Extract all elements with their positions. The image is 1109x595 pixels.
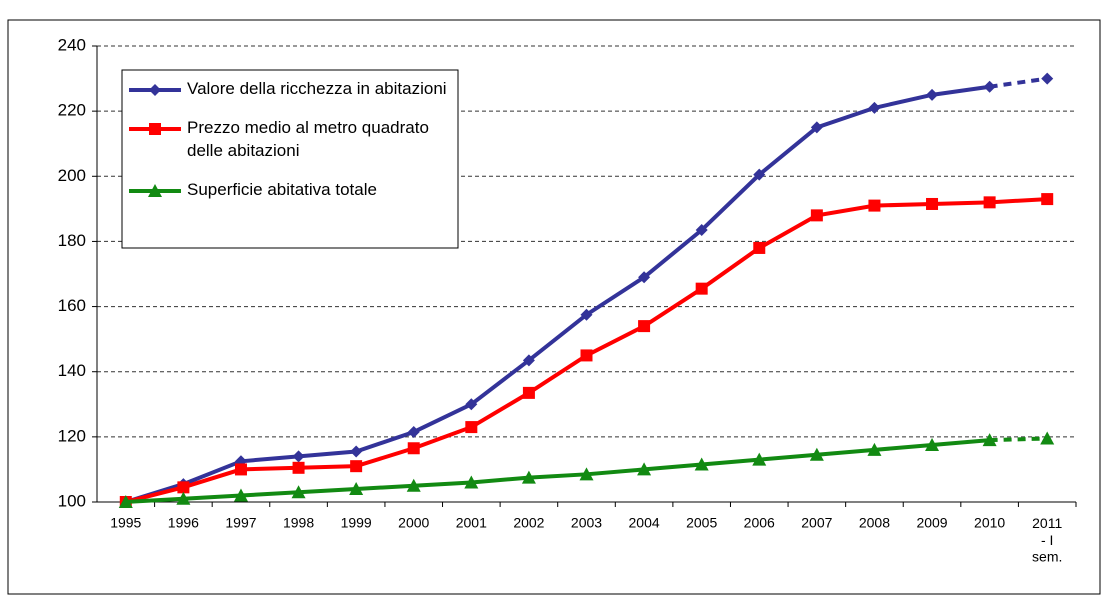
marker bbox=[638, 320, 651, 333]
marker bbox=[1041, 72, 1054, 85]
marker bbox=[234, 463, 247, 476]
series-line bbox=[125, 84, 990, 504]
x-tick-label: 2005 bbox=[686, 515, 717, 531]
marker bbox=[867, 442, 882, 456]
x-tick-label: 2000 bbox=[398, 515, 429, 531]
x-tick-label: 2002 bbox=[513, 515, 544, 531]
marker bbox=[292, 450, 305, 463]
series-line-dashed bbox=[989, 436, 1048, 443]
marker bbox=[407, 442, 420, 455]
y-tick-label: 220 bbox=[58, 101, 86, 120]
marker bbox=[522, 386, 535, 399]
marker bbox=[149, 123, 161, 135]
y-tick-label: 180 bbox=[58, 231, 86, 250]
marker bbox=[406, 478, 421, 492]
marker bbox=[983, 196, 996, 209]
legend-label: Superficie abitativa totale bbox=[187, 180, 377, 199]
marker bbox=[695, 282, 708, 295]
x-tick-label: 1995 bbox=[110, 515, 141, 531]
x-tick-label: 2009 bbox=[916, 515, 947, 531]
series-line bbox=[125, 438, 990, 504]
legend-label: Prezzo medio al metro quadrato delle abit… bbox=[187, 118, 429, 160]
marker bbox=[752, 452, 767, 466]
x-tick-label: 1999 bbox=[341, 515, 372, 531]
series-line-dashed bbox=[989, 76, 1048, 89]
x-tick-label: 2001 bbox=[456, 515, 487, 531]
legend-box bbox=[121, 69, 459, 249]
y-tick-label: 100 bbox=[58, 491, 86, 510]
marker bbox=[753, 241, 766, 254]
marker bbox=[868, 101, 881, 114]
marker bbox=[522, 354, 535, 367]
marker bbox=[465, 398, 478, 411]
marker bbox=[1041, 193, 1054, 206]
x-tick-label: 1998 bbox=[283, 515, 314, 531]
marker bbox=[695, 224, 708, 237]
marker bbox=[810, 209, 823, 222]
marker bbox=[809, 447, 824, 461]
marker bbox=[521, 470, 536, 484]
marker bbox=[149, 84, 161, 96]
marker bbox=[349, 481, 364, 495]
marker bbox=[465, 421, 478, 434]
y-tick-label: 140 bbox=[58, 361, 86, 380]
x-tick-label: 2010 bbox=[974, 515, 1005, 531]
marker bbox=[1040, 431, 1055, 445]
marker bbox=[233, 488, 248, 502]
marker bbox=[148, 184, 162, 197]
marker bbox=[638, 271, 651, 284]
x-tick-label: 2003 bbox=[571, 515, 602, 531]
marker bbox=[350, 460, 363, 473]
marker bbox=[983, 80, 996, 93]
y-tick-label: 160 bbox=[58, 296, 86, 315]
marker bbox=[580, 308, 593, 321]
marker bbox=[464, 475, 479, 489]
marker bbox=[694, 457, 709, 471]
marker bbox=[291, 485, 306, 499]
y-tick-label: 120 bbox=[58, 426, 86, 445]
marker bbox=[176, 491, 191, 505]
marker bbox=[925, 438, 940, 451]
marker bbox=[810, 121, 823, 134]
x-tick-label: 2004 bbox=[629, 515, 660, 531]
x-tick-label: 1996 bbox=[168, 515, 199, 531]
legend: Valore della ricchezza in abitazioni Prez… bbox=[121, 69, 459, 249]
marker bbox=[637, 462, 652, 476]
x-tick-label: 1997 bbox=[225, 515, 256, 531]
marker bbox=[407, 425, 420, 438]
x-tick-label: 2007 bbox=[801, 515, 832, 531]
y-tick-label: 200 bbox=[58, 166, 86, 185]
x-tick-label: 2008 bbox=[859, 515, 890, 531]
x-tick-label: 2006 bbox=[744, 515, 775, 531]
marker bbox=[350, 445, 363, 458]
marker bbox=[579, 467, 594, 481]
marker bbox=[580, 349, 593, 362]
chart-frame bbox=[7, 19, 1101, 595]
y-tick-label: 240 bbox=[58, 35, 86, 54]
marker bbox=[292, 461, 305, 474]
marker bbox=[177, 481, 190, 494]
marker bbox=[982, 433, 997, 447]
marker bbox=[926, 88, 939, 101]
legend-label: Valore della ricchezza in abitazioni bbox=[187, 79, 447, 98]
marker bbox=[753, 168, 766, 181]
marker bbox=[118, 495, 133, 508]
marker bbox=[926, 197, 939, 210]
marker bbox=[868, 199, 881, 212]
